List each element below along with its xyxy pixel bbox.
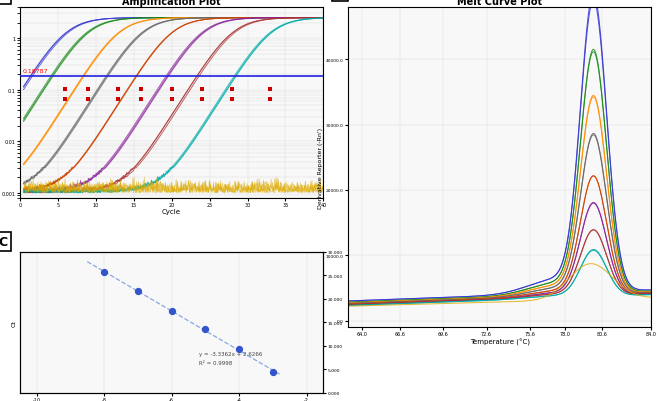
Point bbox=[113, 87, 124, 93]
Point bbox=[227, 87, 238, 93]
Text: A: A bbox=[0, 0, 8, 2]
Point bbox=[60, 97, 70, 103]
Y-axis label: Ct: Ct bbox=[12, 319, 17, 326]
Title: Amplification Plot: Amplification Plot bbox=[122, 0, 221, 7]
Point bbox=[268, 369, 278, 376]
Point bbox=[200, 326, 211, 333]
Point bbox=[99, 269, 109, 276]
X-axis label: Cycle: Cycle bbox=[162, 209, 181, 215]
Point bbox=[197, 87, 207, 93]
Point bbox=[60, 87, 70, 93]
X-axis label: Temperature (°C): Temperature (°C) bbox=[470, 338, 530, 345]
Y-axis label: Derivative Reporter (-Rn'): Derivative Reporter (-Rn') bbox=[318, 127, 323, 208]
Point bbox=[234, 346, 244, 352]
Legend: -3, -4, -5, -6, -7, -8, -9, -10, neg: -3, -4, -5, -6, -7, -8, -9, -10, neg bbox=[91, 263, 252, 268]
Point bbox=[265, 87, 276, 93]
Point bbox=[83, 87, 93, 93]
Point bbox=[113, 97, 124, 103]
Point bbox=[166, 87, 177, 93]
Text: C: C bbox=[0, 235, 8, 248]
Point bbox=[166, 308, 177, 314]
Point bbox=[83, 97, 93, 103]
Point bbox=[166, 97, 177, 103]
Point bbox=[227, 97, 238, 103]
Point bbox=[197, 97, 207, 103]
Title: Melt Curve Plot: Melt Curve Plot bbox=[457, 0, 542, 7]
Point bbox=[265, 97, 276, 103]
Point bbox=[132, 288, 143, 295]
Point bbox=[136, 87, 147, 93]
Point bbox=[136, 97, 147, 103]
Text: 0.18787: 0.18787 bbox=[23, 69, 48, 74]
Text: y = -3.3362x + 2.6266: y = -3.3362x + 2.6266 bbox=[199, 351, 262, 356]
Text: R² = 0.9998: R² = 0.9998 bbox=[199, 360, 232, 365]
